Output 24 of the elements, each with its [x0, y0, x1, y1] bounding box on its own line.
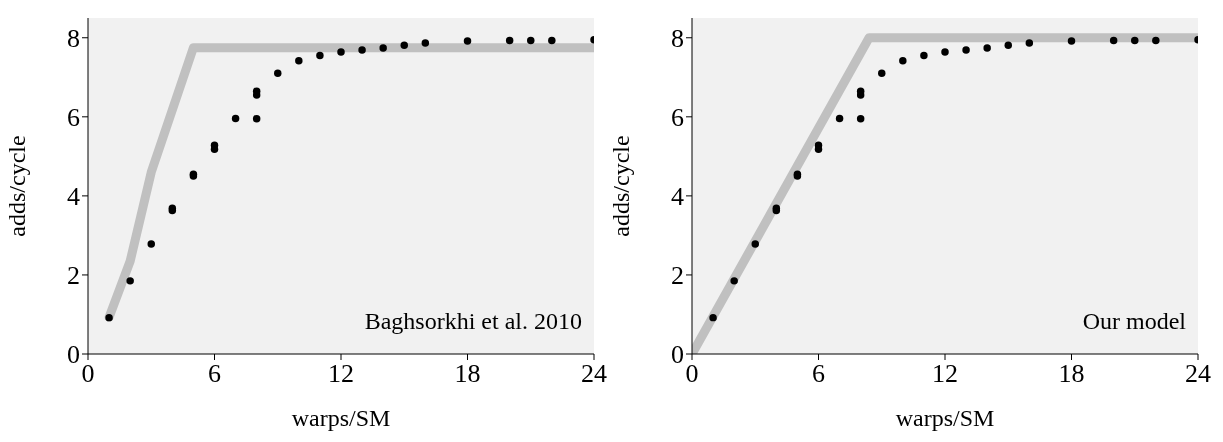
x-axis-title: warps/SM: [291, 405, 391, 431]
y-tick-label: 8: [67, 23, 80, 53]
x-tick-label: 24: [1185, 359, 1211, 389]
y-tick-label: 4: [671, 182, 684, 212]
y-axis-title: adds/cycle: [607, 135, 634, 237]
x-tick-label: 18: [1058, 359, 1085, 389]
x-tick-label: 18: [454, 359, 481, 389]
y-tick-label: 6: [67, 103, 80, 133]
x-axis-title: warps/SM: [895, 405, 995, 431]
x-tick-label: 24: [581, 359, 607, 389]
x-tick-label: 12: [328, 359, 354, 389]
x-tick-label: 12: [932, 359, 958, 389]
annotation: Baghsorkhi et al. 2010: [364, 308, 582, 335]
x-tick-label: 6: [812, 359, 825, 389]
annotation: Our model: [1082, 308, 1186, 335]
y-tick-label: 8: [671, 23, 684, 53]
y-tick-label: 4: [67, 182, 80, 212]
y-axis-title: adds/cycle: [3, 135, 30, 237]
y-tick-label: 0: [671, 340, 684, 370]
x-tick-label: 6: [208, 359, 221, 389]
y-tick-label: 2: [67, 261, 80, 291]
y-tick-label: 0: [67, 340, 80, 370]
y-tick-label: 6: [671, 103, 684, 133]
y-tick-label: 2: [671, 261, 684, 291]
